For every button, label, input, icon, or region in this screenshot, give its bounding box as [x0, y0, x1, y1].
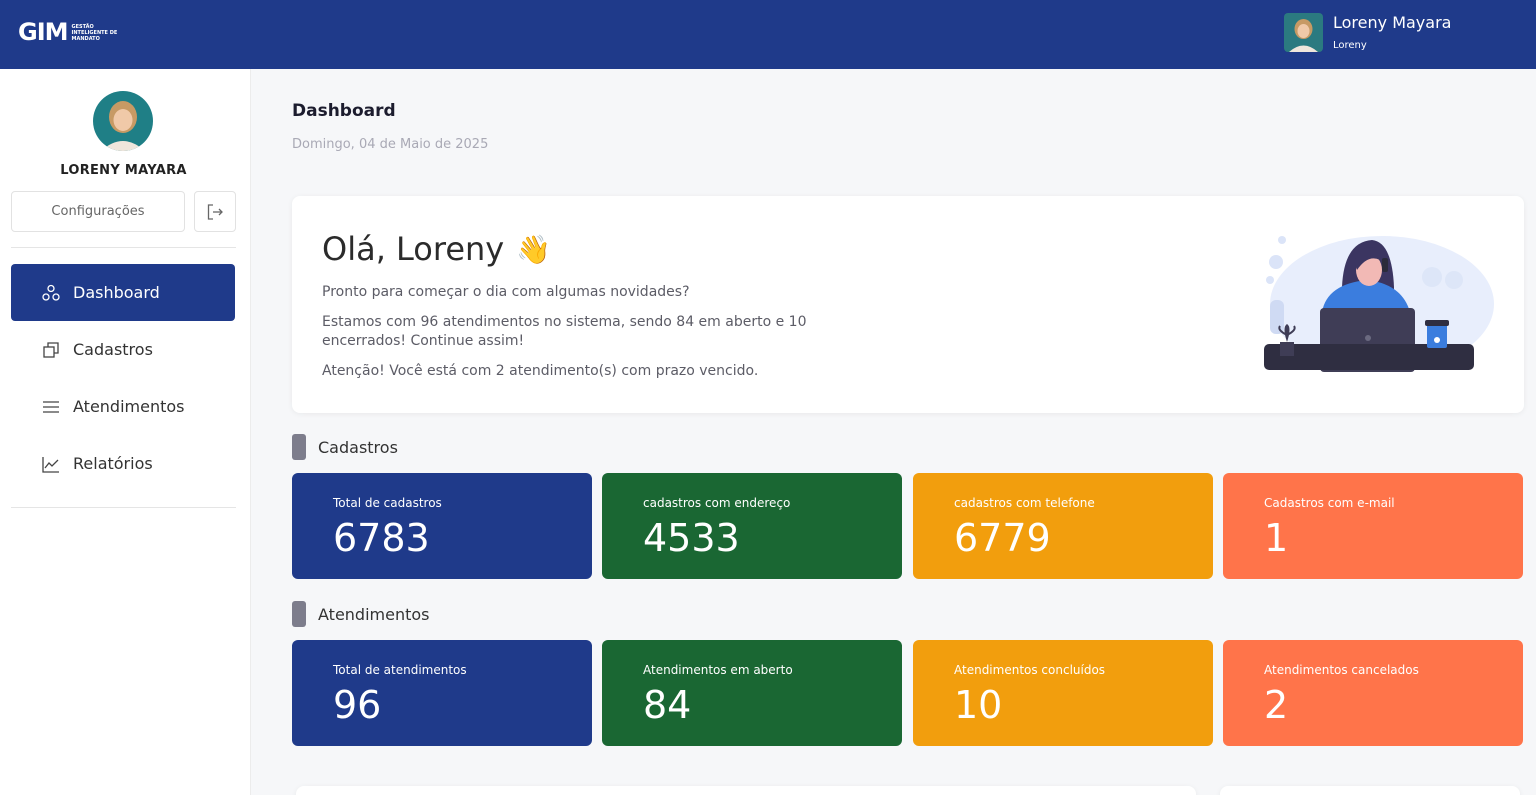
app-logo[interactable]: GIM GESTÃO INTELIGENTE DE MANDATO	[18, 18, 117, 46]
avatar[interactable]	[1284, 13, 1323, 52]
sidebar-divider	[11, 247, 236, 248]
section-title: Atendimentos	[318, 604, 430, 624]
page-title: Dashboard	[292, 101, 396, 121]
sidebar: LORENY MAYARA Configurações Dashboard Ca…	[0, 69, 251, 795]
welcome-card: Olá, Loreny 👋 Pronto para começar o dia …	[292, 196, 1524, 413]
stat-label: Total de atendimentos	[333, 663, 467, 677]
sidebar-item-label: Dashboard	[73, 283, 160, 302]
sidebar-item-dashboard[interactable]: Dashboard	[11, 264, 235, 321]
stat-label: cadastros com endereço	[643, 496, 791, 510]
header-user-menu[interactable]: Loreny Mayara Loreny	[1284, 13, 1451, 53]
stat-label: Cadastros com e-mail	[1264, 496, 1395, 510]
logout-icon	[207, 203, 223, 220]
woman-laptop-illustration	[1264, 236, 1494, 372]
stat-value: 2	[1264, 683, 1289, 727]
menu-icon	[41, 397, 61, 417]
settings-button[interactable]: Configurações	[11, 191, 185, 232]
sidebar-item-cadastros[interactable]: Cadastros	[11, 321, 235, 378]
stat-card-atendimentos-cancelados[interactable]: Atendimentos cancelados 2	[1223, 640, 1523, 746]
stat-value: 4533	[643, 516, 740, 560]
section-marker	[292, 601, 306, 627]
stat-card-cadastros-endereco[interactable]: cadastros com endereço 4533	[602, 473, 902, 579]
sidebar-item-label: Relatórios	[73, 454, 153, 473]
header-user-role: Loreny	[1333, 40, 1367, 51]
welcome-title: Olá, Loreny 👋	[322, 230, 551, 268]
stat-label: Total de cadastros	[333, 496, 442, 510]
welcome-line-3: Atenção! Você está com 2 atendimento(s) …	[322, 363, 759, 379]
sidebar-item-atendimentos[interactable]: Atendimentos	[11, 378, 235, 435]
stat-value: 10	[954, 683, 1003, 727]
logout-button[interactable]	[194, 191, 236, 232]
stat-value: 6779	[954, 516, 1051, 560]
welcome-line-2: Estamos com 96 atendimentos no sistema, …	[322, 314, 807, 349]
section-atendimentos-header: Atendimentos	[292, 601, 430, 627]
bottom-panel	[296, 786, 1196, 795]
sidebar-user-name: LORENY MAYARA	[60, 163, 187, 178]
line-chart-icon	[41, 454, 61, 474]
stat-value: 6783	[333, 516, 430, 560]
nodes-icon	[41, 283, 61, 303]
welcome-line-1: Pronto para começar o dia com algumas no…	[322, 284, 690, 300]
bottom-panel	[1220, 786, 1520, 795]
sidebar-item-relatorios[interactable]: Relatórios	[11, 435, 235, 492]
stat-card-atendimentos-aberto[interactable]: Atendimentos em aberto 84	[602, 640, 902, 746]
stat-label: Atendimentos cancelados	[1264, 663, 1419, 677]
page-date: Domingo, 04 de Maio de 2025	[292, 137, 489, 152]
copy-icon	[41, 340, 61, 360]
sidebar-item-label: Atendimentos	[73, 397, 185, 416]
sidebar-item-label: Cadastros	[73, 340, 153, 359]
stat-card-total-cadastros[interactable]: Total de cadastros 6783	[292, 473, 592, 579]
top-bar: GIM GESTÃO INTELIGENTE DE MANDATO Loreny…	[0, 0, 1536, 69]
stat-label: Atendimentos em aberto	[643, 663, 793, 677]
sidebar-divider	[11, 507, 236, 508]
stat-card-atendimentos-concluidos[interactable]: Atendimentos concluídos 10	[913, 640, 1213, 746]
section-marker	[292, 434, 306, 460]
stat-card-cadastros-email[interactable]: Cadastros com e-mail 1	[1223, 473, 1523, 579]
stat-value: 1	[1264, 516, 1289, 560]
profile-avatar[interactable]	[93, 91, 153, 151]
waving-hand-icon: 👋	[516, 232, 552, 266]
stat-card-total-atendimentos[interactable]: Total de atendimentos 96	[292, 640, 592, 746]
stat-value: 96	[333, 683, 382, 727]
stat-label: cadastros com telefone	[954, 496, 1095, 510]
stat-card-cadastros-telefone[interactable]: cadastros com telefone 6779	[913, 473, 1213, 579]
stat-value: 84	[643, 683, 692, 727]
logo-text: GIM	[18, 18, 69, 46]
section-title: Cadastros	[318, 437, 398, 457]
header-user-name: Loreny Mayara	[1333, 13, 1452, 32]
logo-subtitle: GESTÃO INTELIGENTE DE MANDATO	[71, 24, 118, 42]
stat-label: Atendimentos concluídos	[954, 663, 1106, 677]
greeting-text: Olá, Loreny	[322, 230, 505, 268]
section-cadastros-header: Cadastros	[292, 434, 398, 460]
